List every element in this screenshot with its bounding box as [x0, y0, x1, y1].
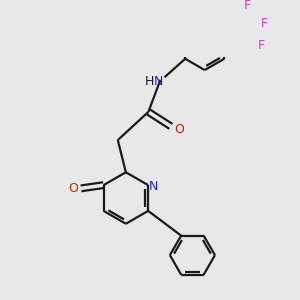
Text: F: F: [261, 17, 268, 30]
Text: F: F: [258, 39, 265, 52]
Text: O: O: [174, 123, 184, 136]
Text: O: O: [68, 182, 78, 195]
Text: N: N: [149, 180, 158, 193]
Text: N: N: [154, 75, 164, 88]
Text: F: F: [244, 0, 251, 12]
Text: H: H: [145, 75, 154, 88]
